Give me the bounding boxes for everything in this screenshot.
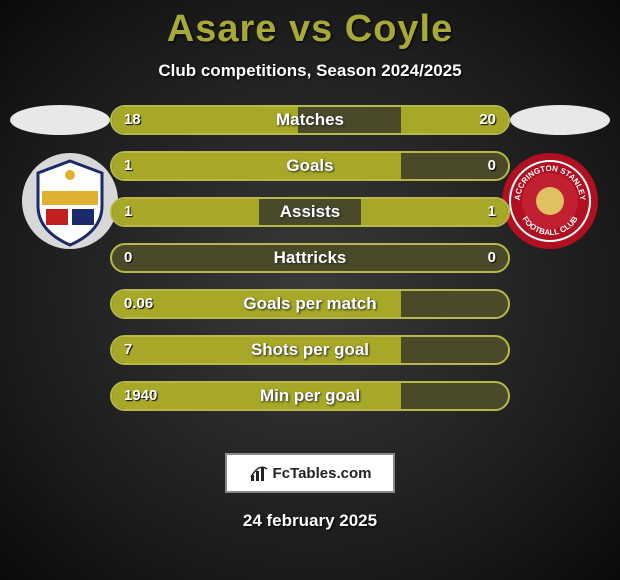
subtitle: Club competitions, Season 2024/2025 [0,61,620,81]
stat-label: Min per goal [112,383,508,409]
stat-label: Matches [112,107,508,133]
stat-label: Shots per goal [112,337,508,363]
stat-label: Goals per match [112,291,508,317]
shield-icon [20,151,120,251]
stat-row: 11Assists [110,197,510,227]
infographic-date: 24 february 2025 [0,511,620,531]
stat-label: Assists [112,199,508,225]
stat-row: 1940Min per goal [110,381,510,411]
club-crest-right: ACCRINGTON STANLEY FOOTBALL CLUB [500,151,600,251]
stat-label: Hattricks [112,245,508,271]
stat-row: 00Hattricks [110,243,510,273]
stat-row: 10Goals [110,151,510,181]
club-crest-left [20,151,120,251]
stat-bars: 1820Matches 10Goals 11Assists 00Hattricks 0.… [110,105,510,427]
player-right-avatar [510,105,610,135]
brand-badge: FcTables.com [225,453,395,493]
roundel-icon: ACCRINGTON STANLEY FOOTBALL CLUB [500,151,600,251]
page-title: Asare vs Coyle [0,0,620,51]
stat-row: 0.06Goals per match [110,289,510,319]
brand-text: FcTables.com [273,465,372,482]
stat-label: Goals [112,153,508,179]
stat-row: 7Shots per goal [110,335,510,365]
bar-chart-icon [249,463,269,483]
player-left-avatar [10,105,110,135]
comparison-stage: ACCRINGTON STANLEY FOOTBALL CLUB 1820Mat… [0,105,620,445]
stat-row: 1820Matches [110,105,510,135]
